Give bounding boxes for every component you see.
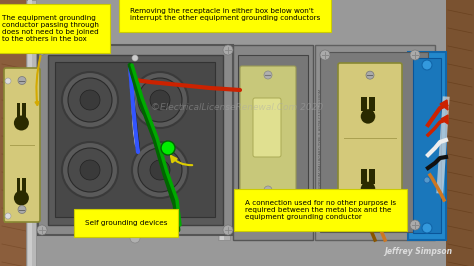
- Circle shape: [366, 71, 374, 79]
- Circle shape: [223, 225, 233, 235]
- Bar: [4, 75, 12, 87]
- Circle shape: [361, 109, 375, 124]
- Text: Self grounding devices: Self grounding devices: [85, 212, 167, 226]
- Circle shape: [320, 50, 330, 60]
- FancyBboxPatch shape: [240, 66, 296, 200]
- FancyBboxPatch shape: [253, 98, 281, 157]
- Text: 8 GYPSUM WALLBOARD TYPE X ASTM C1396/L1300M: 8 GYPSUM WALLBOARD TYPE X ASTM C1396/L13…: [319, 88, 323, 192]
- Circle shape: [5, 78, 11, 84]
- Circle shape: [361, 182, 375, 196]
- Circle shape: [18, 77, 26, 85]
- Bar: [233, 45, 313, 240]
- Circle shape: [18, 206, 26, 214]
- Circle shape: [132, 55, 138, 61]
- Circle shape: [138, 148, 182, 192]
- Bar: [361, 97, 367, 111]
- Bar: [369, 97, 375, 111]
- Circle shape: [132, 72, 188, 128]
- Circle shape: [14, 115, 29, 131]
- Bar: [26, 0, 36, 266]
- Text: The equipment grounding
conductor passing through
does not need to be joined
to : The equipment grounding conductor passin…: [2, 15, 99, 105]
- Bar: [28, 0, 446, 266]
- Circle shape: [80, 160, 100, 180]
- Bar: [361, 169, 367, 184]
- Circle shape: [150, 90, 170, 110]
- Bar: [22, 103, 26, 118]
- Circle shape: [150, 160, 170, 180]
- Bar: [408, 52, 446, 240]
- Circle shape: [161, 141, 175, 155]
- Circle shape: [5, 213, 11, 219]
- Bar: [48, 55, 223, 225]
- Bar: [413, 58, 441, 233]
- Bar: [369, 169, 375, 184]
- Circle shape: [62, 72, 118, 128]
- Bar: [218, 60, 230, 240]
- Text: Jeffrey Simpson: Jeffrey Simpson: [384, 247, 452, 256]
- Circle shape: [37, 225, 47, 235]
- Circle shape: [264, 71, 272, 79]
- Circle shape: [130, 233, 140, 243]
- Circle shape: [422, 60, 432, 70]
- Bar: [220, 60, 224, 240]
- Bar: [55, 62, 215, 217]
- Circle shape: [80, 90, 100, 110]
- Bar: [22, 178, 26, 193]
- Circle shape: [264, 186, 272, 194]
- Circle shape: [422, 223, 432, 233]
- Circle shape: [263, 217, 273, 227]
- Circle shape: [132, 142, 188, 198]
- Bar: [17, 103, 20, 118]
- Text: ©ElectricalLicenseRenewal.Com 2020: ©ElectricalLicenseRenewal.Com 2020: [151, 103, 323, 113]
- FancyBboxPatch shape: [4, 68, 40, 222]
- Text: Removing the receptacle in either box below won't
interrupt the other equipment : Removing the receptacle in either box be…: [130, 8, 320, 21]
- Polygon shape: [441, 115, 448, 124]
- Bar: [28, 0, 32, 266]
- FancyBboxPatch shape: [338, 63, 402, 212]
- Bar: [0, 0, 28, 266]
- Circle shape: [424, 177, 430, 183]
- Bar: [17, 178, 20, 193]
- Circle shape: [223, 45, 233, 55]
- Circle shape: [320, 220, 330, 230]
- Circle shape: [62, 142, 118, 198]
- Bar: [38, 45, 233, 235]
- Bar: [4, 210, 12, 222]
- Bar: [238, 55, 308, 230]
- Circle shape: [138, 78, 182, 122]
- Circle shape: [37, 45, 47, 55]
- Circle shape: [14, 190, 29, 206]
- Circle shape: [68, 78, 112, 122]
- Circle shape: [68, 148, 112, 192]
- Text: A connection used for no other purpose is
required between the metal box and the: A connection used for no other purpose i…: [245, 200, 396, 220]
- Polygon shape: [440, 100, 448, 110]
- Bar: [320, 52, 428, 232]
- Circle shape: [410, 50, 420, 60]
- Circle shape: [410, 220, 420, 230]
- Circle shape: [366, 196, 374, 204]
- Bar: [446, 0, 474, 266]
- Bar: [315, 45, 435, 240]
